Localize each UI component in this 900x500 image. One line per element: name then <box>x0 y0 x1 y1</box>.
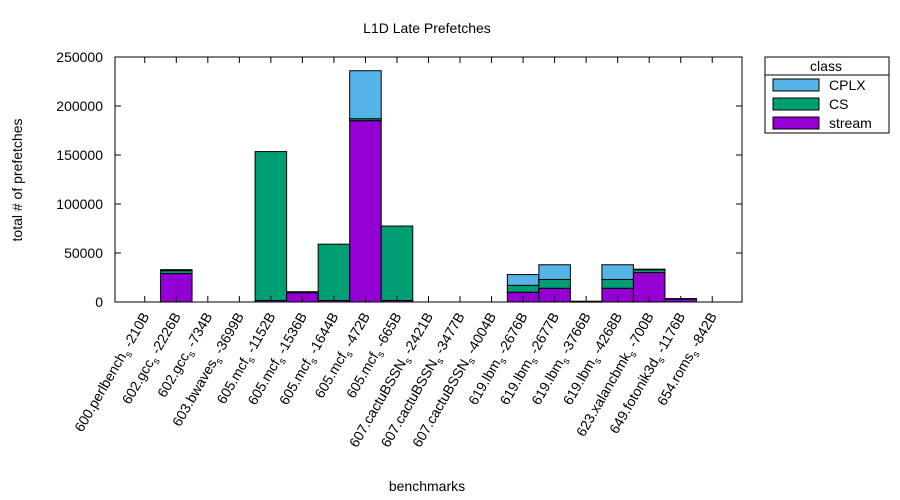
y-tick-label: 150000 <box>56 147 103 163</box>
bars-layer <box>160 70 697 303</box>
legend-swatch-cs <box>772 97 820 111</box>
legend-label-stream: stream <box>829 115 872 131</box>
y-ticks: 0 50000 100000 150000 200000 250000 <box>56 49 742 310</box>
y-axis-label: total # of prefetches <box>9 119 25 242</box>
bar-cs-6 <box>317 243 351 302</box>
plot-frame <box>114 56 743 303</box>
bar-cs-8 <box>380 225 414 302</box>
legend-title: class <box>810 58 842 74</box>
bar-cs-15 <box>601 278 634 289</box>
legend-items: CPLX CS stream <box>772 77 872 131</box>
y-tick-label: 0 <box>95 294 103 310</box>
chart-title: L1D Late Prefetches <box>363 20 491 36</box>
y-tick-label: 200000 <box>56 98 103 114</box>
legend-label-cs: CS <box>829 96 848 112</box>
y-tick-label: 50000 <box>64 245 103 261</box>
bar-cplx-7 <box>349 70 382 120</box>
y-tick-label: 250000 <box>56 49 103 65</box>
bar-cs-13 <box>538 278 571 289</box>
bar-cplx-1 <box>160 269 193 272</box>
bar-cs-4 <box>254 151 288 302</box>
bar-stream-7 <box>349 120 382 303</box>
bar-cplx-12 <box>506 274 540 286</box>
x-axis-label: benchmarks <box>389 478 465 494</box>
legend-swatch-stream <box>772 116 820 130</box>
bar-cplx-16 <box>632 268 666 271</box>
legend-label-cplx: CPLX <box>829 77 866 93</box>
bar-cplx-15 <box>601 264 634 280</box>
bar-cs-12 <box>506 284 540 293</box>
y-tick-label: 100000 <box>56 196 103 212</box>
legend-swatch-cplx <box>772 78 820 92</box>
bar-cplx-13 <box>538 264 571 280</box>
legend: class CPLX CS stream <box>764 56 890 134</box>
bar-cs-5 <box>286 291 319 294</box>
